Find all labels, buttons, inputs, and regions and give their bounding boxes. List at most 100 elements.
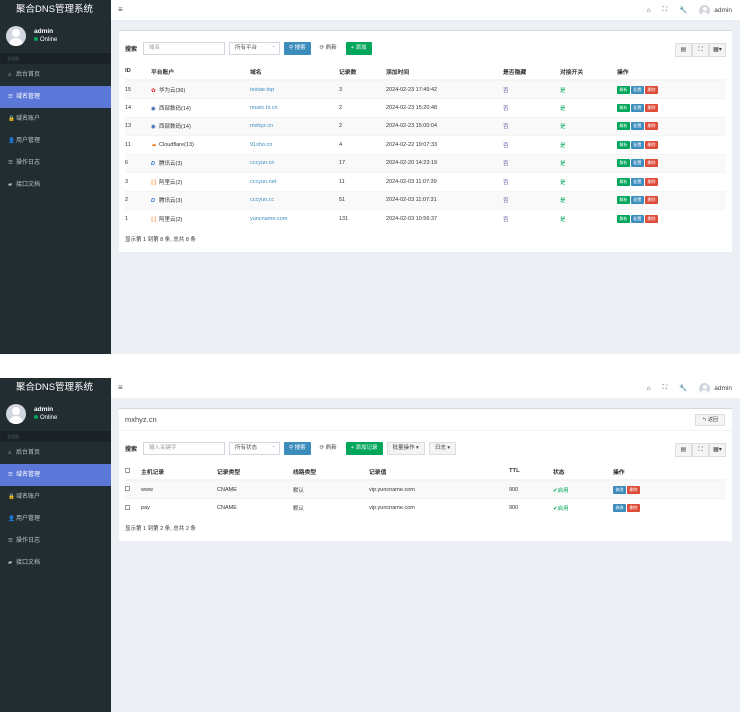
resolve-button[interactable]: 解析 [617,177,630,186]
refresh-button[interactable]: ⟳ 刷新 [314,42,342,55]
search-button[interactable]: ⚲ 搜索 [284,42,311,55]
delete-button[interactable]: 删除 [627,485,640,494]
sidebar-item-users[interactable]: 👤用户管理 [0,508,111,530]
sidebar-item-logs[interactable]: ☰ 操作日志 [0,530,111,552]
row-checkbox[interactable] [125,504,130,510]
domain-link[interactable]: music.hi.cn [250,104,278,111]
domain-link[interactable]: cccyun.cc [250,197,275,204]
sidebar-item-logs[interactable]: ☰ 操作日志 [0,152,111,174]
row-actions: 解析 配置 删除 [617,98,726,117]
config-button[interactable]: 配置 [631,196,644,205]
delete-button[interactable]: 删除 [645,215,658,223]
config-button[interactable]: 配置 [631,103,644,112]
config-button[interactable]: 配置 [631,159,644,168]
config-button[interactable]: 配置 [631,122,644,131]
delete-button[interactable]: 删除 [645,177,658,186]
screenshot-gap [0,354,740,378]
row-checkbox[interactable] [125,486,130,491]
resolve-button[interactable]: 解析 [617,159,630,168]
home-icon[interactable]: ⌂ [646,6,651,14]
config-button[interactable]: 配置 [631,215,644,223]
cloudflare-logo-icon: ☁ [151,141,157,148]
hidden-flag: 否 [503,190,560,210]
row-actions: 修改 删除 [613,498,726,517]
add-record-button[interactable]: + 添加记录 [345,442,383,455]
app-logo[interactable]: 聚合DNS管理系统 [0,0,111,20]
status-select[interactable]: 所有状态 [229,441,281,455]
domain-cell: cccyun.cc [250,190,339,210]
sidebar-item-domains[interactable]: ☰ 域名管理 [0,464,111,486]
fullscreen-icon[interactable]: ⛶ [662,384,668,391]
sidebar-item-api-docs[interactable]: ▰ 接口文档 [0,174,111,196]
resolve-button[interactable]: 解析 [617,85,630,94]
domain-link[interactable]: cccyun.cn [250,160,275,167]
host-record: pay [141,498,217,517]
domain-link[interactable]: mxhyz.cn [250,123,274,130]
platform-account: ⟦⟧ 阿里云(2) [151,209,250,228]
back-button[interactable]: ↰ 返回 [695,414,725,426]
domain-link[interactable]: testae.top [250,86,275,93]
record-type: CNAME [217,498,293,517]
sidebar-item-domains[interactable]: ☰ 域名管理 [0,86,111,108]
list-icon: ☰ [8,94,13,100]
keyword-search-input[interactable]: 输入关键字 [143,442,226,455]
config-button[interactable]: 配置 [631,85,644,94]
refresh-button[interactable]: ⟳ 刷新 [314,442,342,455]
columns-icon[interactable]: ▦▾ [709,443,726,457]
plus-icon: + [350,445,356,451]
config-button[interactable]: 配置 [631,177,644,186]
domain-link[interactable]: cccyun.net [250,178,277,185]
print-icon[interactable]: ▤ [675,443,692,457]
resolve-button[interactable]: 解析 [617,215,630,223]
search-button[interactable]: ⚲ 搜索 [284,442,311,455]
edit-button[interactable]: 修改 [613,485,626,494]
app-logo[interactable]: 聚合DNS管理系统 [0,378,111,398]
delete-button[interactable]: 删除 [645,85,658,94]
domain-link[interactable]: 91sho.cn [250,141,273,148]
resolve-button[interactable]: 解析 [617,103,630,112]
delete-button[interactable]: 删除 [645,196,658,205]
caret-down-icon: ▾ [414,445,419,451]
add-domain-button[interactable]: + 添加 [345,42,372,55]
col-line: 线路类型 [293,463,369,481]
fullscreen-icon[interactable]: ⛶ [692,443,709,457]
row-select [125,498,141,517]
user-menu[interactable]: admin [699,382,732,394]
select-all-checkbox[interactable] [125,467,130,473]
platform-select[interactable]: 所有平台 [229,41,281,55]
sidebar-item-home[interactable]: ⌂ 后台首页 [0,442,111,464]
user-menu[interactable]: admin [699,4,732,16]
delete-button[interactable]: 删除 [645,159,658,168]
delete-button[interactable]: 删除 [645,103,658,112]
sidebar-item-accounts[interactable]: 🔒域名账户 [0,108,111,130]
wrench-icon[interactable]: 🔧 [679,385,688,392]
wrench-icon[interactable]: 🔧 [679,7,688,14]
menu-toggle-icon[interactable]: ≡ [118,383,123,392]
config-button[interactable]: 配置 [631,140,644,149]
columns-icon[interactable]: ▦▾ [709,43,726,57]
resolve-button[interactable]: 解析 [617,196,630,205]
sidebar-item-users[interactable]: 👤用户管理 [0,130,111,152]
record-status[interactable]: ✔启用 [553,498,613,517]
sidebar-item-home[interactable]: ⌂ 后台首页 [0,64,111,86]
home-icon[interactable]: ⌂ [646,384,651,392]
resolve-button[interactable]: 解析 [617,140,630,149]
delete-button[interactable]: 删除 [645,122,658,131]
fullscreen-icon[interactable]: ⛶ [662,6,668,13]
delete-button[interactable]: 删除 [645,140,658,149]
sidebar-item-accounts[interactable]: 🔒域名账户 [0,486,111,508]
log-dropdown[interactable]: 日志 ▾ [428,442,457,455]
edit-button[interactable]: 修改 [613,504,626,512]
resolve-button[interactable]: 解析 [617,122,630,131]
menu-toggle-icon[interactable]: ≡ [118,5,123,14]
delete-button[interactable]: 删除 [627,504,640,512]
list-icon: ☰ [8,472,13,478]
domain-search-input[interactable]: 域名 [143,42,226,55]
domain-link[interactable]: yuncname.com [250,216,288,222]
record-status[interactable]: ✔启用 [553,479,613,499]
col-type: 记录类型 [217,463,293,481]
print-icon[interactable]: ▤ [675,43,692,57]
batch-actions-dropdown[interactable]: 批量操作 ▾ [386,442,425,455]
sidebar-item-api-docs[interactable]: ▰ 接口文档 [0,552,111,574]
fullscreen-icon[interactable]: ⛶ [692,43,709,57]
